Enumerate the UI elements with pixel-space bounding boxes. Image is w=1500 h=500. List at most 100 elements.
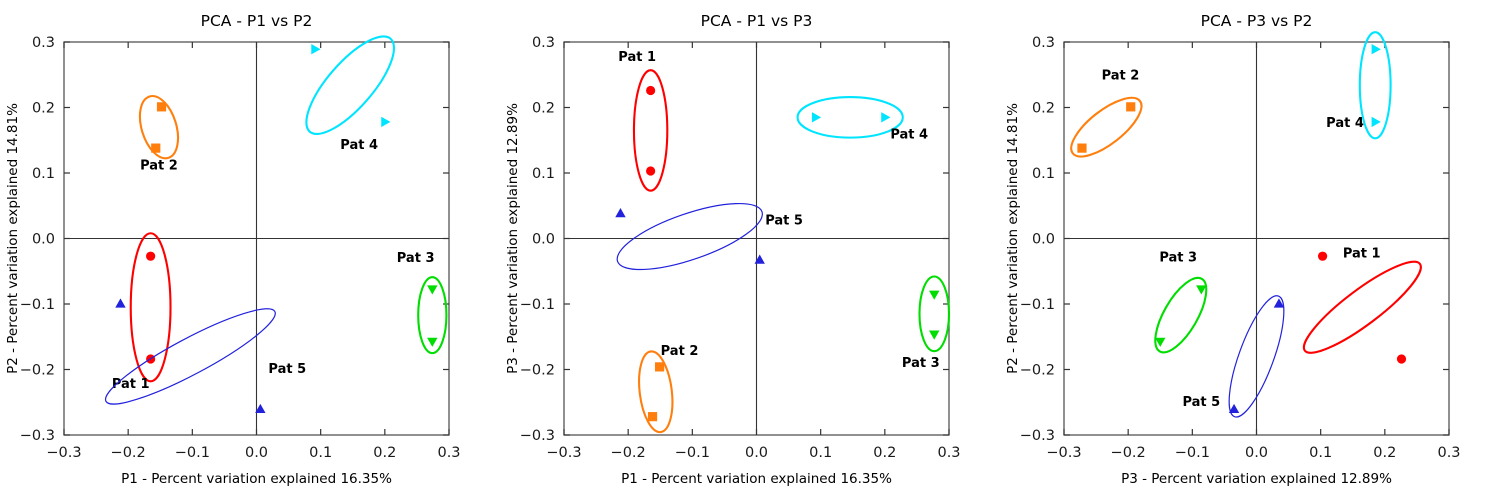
confidence-ellipse: [1070, 96, 1143, 158]
confidence-ellipse: [638, 350, 674, 434]
pca-panel-p3-vs-p2: PCA - P3 vs P2 −0.3 −0.2 −0.1 0.0 0.1 0.2 0.3 −0…: [1000, 0, 1500, 500]
group-label-pat-1: Pat 1: [1343, 246, 1381, 261]
panel-title: PCA - P1 vs P3: [701, 12, 813, 30]
series-group-pat-3: Pat 3: [1154, 250, 1208, 354]
y-tick-label: 0.3: [32, 35, 55, 51]
data-point-marker: [311, 44, 321, 55]
data-point-marker: [754, 254, 765, 264]
y-tick-label: 0.2: [532, 101, 555, 117]
confidence-ellipse: [1302, 260, 1422, 354]
y-axis-title: P3 - Percent variation explained 12.89%: [505, 103, 521, 374]
plot-canvas: PCA - P1 vs P3 −0.3 −0.2 −0.1 0.0 0.1 0.2 0.3 −0…: [500, 0, 1000, 500]
x-tick-label: 0.2: [1373, 445, 1396, 461]
group-label-pat-4: Pat 4: [340, 138, 378, 153]
confidence-ellipse: [305, 35, 396, 136]
series-group-pat-4: Pat 4: [1326, 31, 1392, 140]
confidence-ellipse: [616, 202, 763, 271]
x-tick-label: 0.2: [873, 445, 896, 461]
y-tick-label: 0.1: [532, 166, 555, 182]
x-tick-label: 0.2: [373, 445, 396, 461]
data-point-marker: [929, 330, 940, 340]
x-tick-label: 0.0: [745, 445, 768, 461]
plot-canvas: PCA - P3 vs P2 −0.3 −0.2 −0.1 0.0 0.1 0.2 0.3 −0…: [1000, 0, 1500, 500]
confidence-ellipse: [632, 69, 669, 192]
y-tick-label: −0.1: [1020, 297, 1055, 313]
x-tick-label: −0.1: [675, 445, 710, 461]
y-tick-label: −0.1: [20, 297, 55, 313]
x-axis-title: P1 - Percent variation explained 16.35%: [121, 471, 392, 487]
y-tick-label: −0.3: [20, 428, 55, 444]
y-tick-label: 0.3: [532, 35, 555, 51]
data-point-marker: [1273, 298, 1285, 308]
y-axis-title: P2 - Percent variation explained 14.81%: [1005, 103, 1021, 374]
panel-background: [1000, 0, 1500, 500]
data-point-marker: [427, 285, 438, 295]
data-point-marker: [1126, 102, 1136, 112]
y-tick-label: 0.1: [1032, 166, 1055, 182]
group-label-pat-3: Pat 3: [1159, 250, 1197, 265]
series-group-pat-1: Pat 1: [112, 232, 172, 392]
x-tick-label: 0.3: [937, 445, 960, 461]
x-tick-label: 0.0: [245, 445, 268, 461]
data-point-marker: [1077, 143, 1087, 153]
data-point-marker: [881, 112, 891, 123]
group-label-pat-4: Pat 4: [890, 127, 928, 142]
x-tick-label: 0.1: [309, 445, 332, 461]
data-point-marker: [1317, 251, 1328, 261]
series-group-pat-1: Pat 1: [1302, 246, 1422, 364]
series-group-pat-3: Pat 3: [397, 251, 448, 355]
panel-title: PCA - P1 vs P2: [201, 12, 313, 30]
data-point-marker: [655, 362, 665, 372]
data-point-marker: [1155, 337, 1166, 347]
x-tick-label: 0.1: [809, 445, 832, 461]
x-tick-label: 0.0: [1245, 445, 1268, 461]
data-point-marker: [151, 143, 161, 153]
x-tick-label: 0.3: [1437, 445, 1460, 461]
data-point-marker: [811, 112, 822, 123]
x-tick-label: 0.3: [437, 445, 460, 461]
group-label-pat-5: Pat 5: [268, 362, 306, 377]
y-tick-label: 0.2: [32, 101, 55, 117]
panel-background: [0, 0, 500, 500]
data-point-marker: [646, 85, 656, 96]
pca-panel-p1-vs-p2: PCA - P1 vs P2 −0.3 −0.2 −0.1 0.0 0.1 0.2 0.3 −0…: [0, 0, 500, 500]
series-group-pat-1: Pat 1: [618, 50, 669, 192]
data-point-marker: [929, 290, 940, 300]
x-axis-title: P3 - Percent variation explained 12.89%: [1121, 471, 1392, 487]
series-group-pat-4: Pat 4: [305, 35, 396, 153]
pca-panel-p1-vs-p3: PCA - P1 vs P3 −0.3 −0.2 −0.1 0.0 0.1 0.2 0.3 −0…: [500, 0, 1000, 500]
data-point-marker: [1371, 44, 1381, 55]
y-tick-label: −0.1: [520, 297, 555, 313]
confidence-ellipse: [796, 95, 904, 139]
confidence-ellipse: [129, 232, 172, 383]
data-point-marker: [381, 116, 391, 128]
x-axis-title: P1 - Percent variation explained 16.35%: [621, 471, 892, 487]
y-tick-label: 0.0: [532, 232, 555, 248]
group-label-pat-1: Pat 1: [618, 50, 656, 65]
y-tick-label: −0.3: [520, 428, 555, 444]
group-label-pat-2: Pat 2: [140, 159, 178, 174]
y-tick-label: 0.2: [1032, 101, 1055, 117]
data-point-marker: [1196, 285, 1207, 295]
y-tick-label: −0.2: [1020, 363, 1055, 379]
plot-canvas: PCA - P1 vs P2 −0.3 −0.2 −0.1 0.0 0.1 0.2 0.3 −0…: [0, 0, 500, 500]
data-point-marker: [255, 403, 266, 414]
x-tick-label: −0.2: [611, 445, 646, 461]
data-point-marker: [1371, 116, 1381, 128]
data-point-marker: [146, 251, 156, 261]
x-tick-label: −0.3: [46, 445, 81, 461]
series-group-pat-5: Pat 5: [1182, 295, 1285, 418]
data-point-marker: [1396, 354, 1407, 364]
y-tick-label: −0.2: [20, 363, 55, 379]
series-group-pat-2: Pat 2: [138, 94, 180, 174]
y-tick-label: 0.1: [32, 166, 55, 182]
data-point-marker: [615, 208, 626, 218]
series-group-pat-5: Pat 5: [615, 202, 803, 271]
x-tick-label: −0.2: [1111, 445, 1146, 461]
group-label-pat-1: Pat 1: [112, 377, 150, 392]
data-point-marker: [1228, 403, 1240, 414]
y-tick-label: −0.3: [1020, 428, 1055, 444]
y-tick-label: 0.3: [1032, 35, 1055, 51]
group-label-pat-4: Pat 4: [1326, 116, 1364, 131]
x-tick-label: −0.3: [546, 445, 581, 461]
